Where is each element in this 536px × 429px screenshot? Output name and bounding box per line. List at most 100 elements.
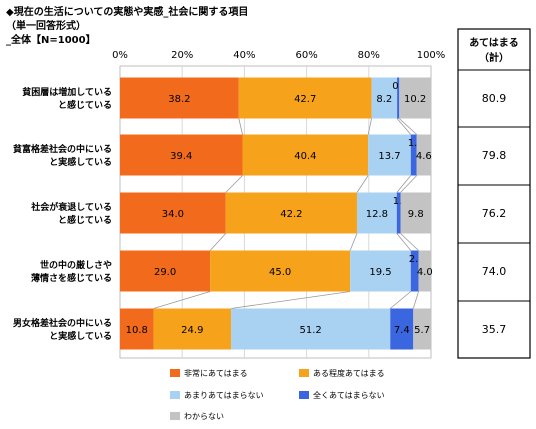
bar-segment <box>356 192 397 234</box>
data-label: 5.7 <box>414 325 430 336</box>
category-label: と感じている <box>58 99 112 111</box>
summary-table <box>457 28 531 359</box>
connector-line <box>400 175 417 193</box>
chart-title: ◆現在の生活についての実態や実感_社会に関する項目 <box>6 7 249 18</box>
data-label: 10.2 <box>404 94 426 105</box>
bar-segment <box>368 134 411 176</box>
legend-label: 非常にあてはまる <box>184 368 248 378</box>
data-label: 12.8 <box>366 209 388 220</box>
legend-label: 全くあてはまらない <box>313 390 385 400</box>
category-label: 薄情さを感じている <box>31 272 112 284</box>
summary-header-sub: （計） <box>479 51 509 64</box>
summary-value: 79.8 <box>482 149 507 162</box>
bar-segment <box>231 308 391 350</box>
data-label: 1.9 <box>408 138 424 149</box>
data-label: 4.6 <box>416 151 432 162</box>
legend-label: わからない <box>184 412 224 421</box>
bar-segment <box>153 308 232 350</box>
data-label: 10.8 <box>126 325 148 336</box>
category-label: 貧富格差社会の中にいる <box>13 143 112 155</box>
category-label: 世の中の厳しさや <box>40 259 112 271</box>
category-label: 貧困層は増加している <box>22 86 112 98</box>
data-label: 38.2 <box>168 94 190 105</box>
legend-swatch <box>299 391 309 399</box>
category-label: 男女格差社会の中にいる <box>13 317 112 329</box>
bar-segment <box>390 308 414 350</box>
summary-value: 76.2 <box>482 207 507 220</box>
bar-segment <box>418 250 431 292</box>
summary-value: 74.0 <box>482 265 507 278</box>
legend-label: ある程度あてはまる <box>313 368 385 378</box>
connector-line <box>238 118 243 135</box>
data-label: 45.0 <box>269 267 291 278</box>
data-label: 42.2 <box>280 209 302 220</box>
category-label: と実感している <box>49 156 112 168</box>
connector-line <box>399 118 417 135</box>
data-label: 51.2 <box>300 325 322 336</box>
category-label: 社会が衰退している <box>30 201 112 213</box>
bar-segment <box>225 192 357 234</box>
bar-segment <box>350 250 411 292</box>
data-label: 4.0 <box>417 267 433 278</box>
connector-line <box>209 233 227 251</box>
legend-swatch <box>299 369 309 377</box>
connector-line <box>349 233 358 251</box>
bar-segment <box>400 192 431 234</box>
legend-label: あまりあてはまらない <box>184 391 264 400</box>
bar-segment <box>371 77 398 119</box>
x-tick-label: 100% <box>417 50 446 61</box>
x-tick-label: 20% <box>171 50 193 61</box>
connector-line <box>396 175 412 193</box>
data-label: 8.2 <box>376 94 392 105</box>
connector-line <box>396 233 412 251</box>
connector-line <box>390 291 412 309</box>
data-label: 19.5 <box>369 267 391 278</box>
connector-line <box>412 291 419 309</box>
data-label: 2.5 <box>409 254 425 265</box>
bar-segment <box>416 134 431 176</box>
summary-value: 80.9 <box>482 92 507 105</box>
bar-segment <box>413 308 431 350</box>
connector-line <box>400 233 419 251</box>
data-label: 34.0 <box>162 209 184 220</box>
bar-segment <box>238 77 372 119</box>
bar-segment <box>120 308 154 350</box>
data-label: 42.7 <box>294 94 316 105</box>
bar-segment <box>410 250 419 292</box>
chart-base: _全体【N=1000】 <box>6 35 96 46</box>
connector-line <box>356 175 369 193</box>
x-tick-label: 40% <box>233 50 255 61</box>
category-label: と感じている <box>58 214 112 226</box>
x-tick-label: 80% <box>358 50 380 61</box>
data-label: 7.4 <box>394 325 410 336</box>
bar-segment <box>120 134 243 176</box>
summary-value: 35.7 <box>482 323 507 336</box>
bar-segment <box>410 134 417 176</box>
category-label: と実感している <box>49 330 112 342</box>
x-tick-label: 60% <box>295 50 317 61</box>
data-label: 39.4 <box>170 151 192 162</box>
bar-segment <box>210 250 351 292</box>
connector-line <box>396 118 412 135</box>
bar-segment <box>120 250 211 292</box>
summary-header: あてはまる <box>469 36 519 49</box>
data-label: 9.8 <box>408 209 424 220</box>
bar-segment <box>242 134 369 176</box>
bar-segment <box>120 192 226 234</box>
legend-swatch <box>170 391 180 399</box>
connector-line <box>153 291 211 309</box>
data-label: 40.4 <box>294 151 316 162</box>
x-tick-label: 0% <box>112 50 128 61</box>
data-label: 24.9 <box>181 325 203 336</box>
legend-swatch <box>170 369 180 377</box>
data-label: 29.0 <box>154 267 176 278</box>
connector-line <box>230 291 351 309</box>
bar-segment <box>120 77 239 119</box>
connector-line <box>225 175 243 193</box>
connector-line <box>367 118 372 135</box>
legend-swatch <box>170 412 180 420</box>
bar-segment <box>397 77 400 119</box>
bar-segment <box>399 77 431 119</box>
bar-segment <box>396 192 401 234</box>
